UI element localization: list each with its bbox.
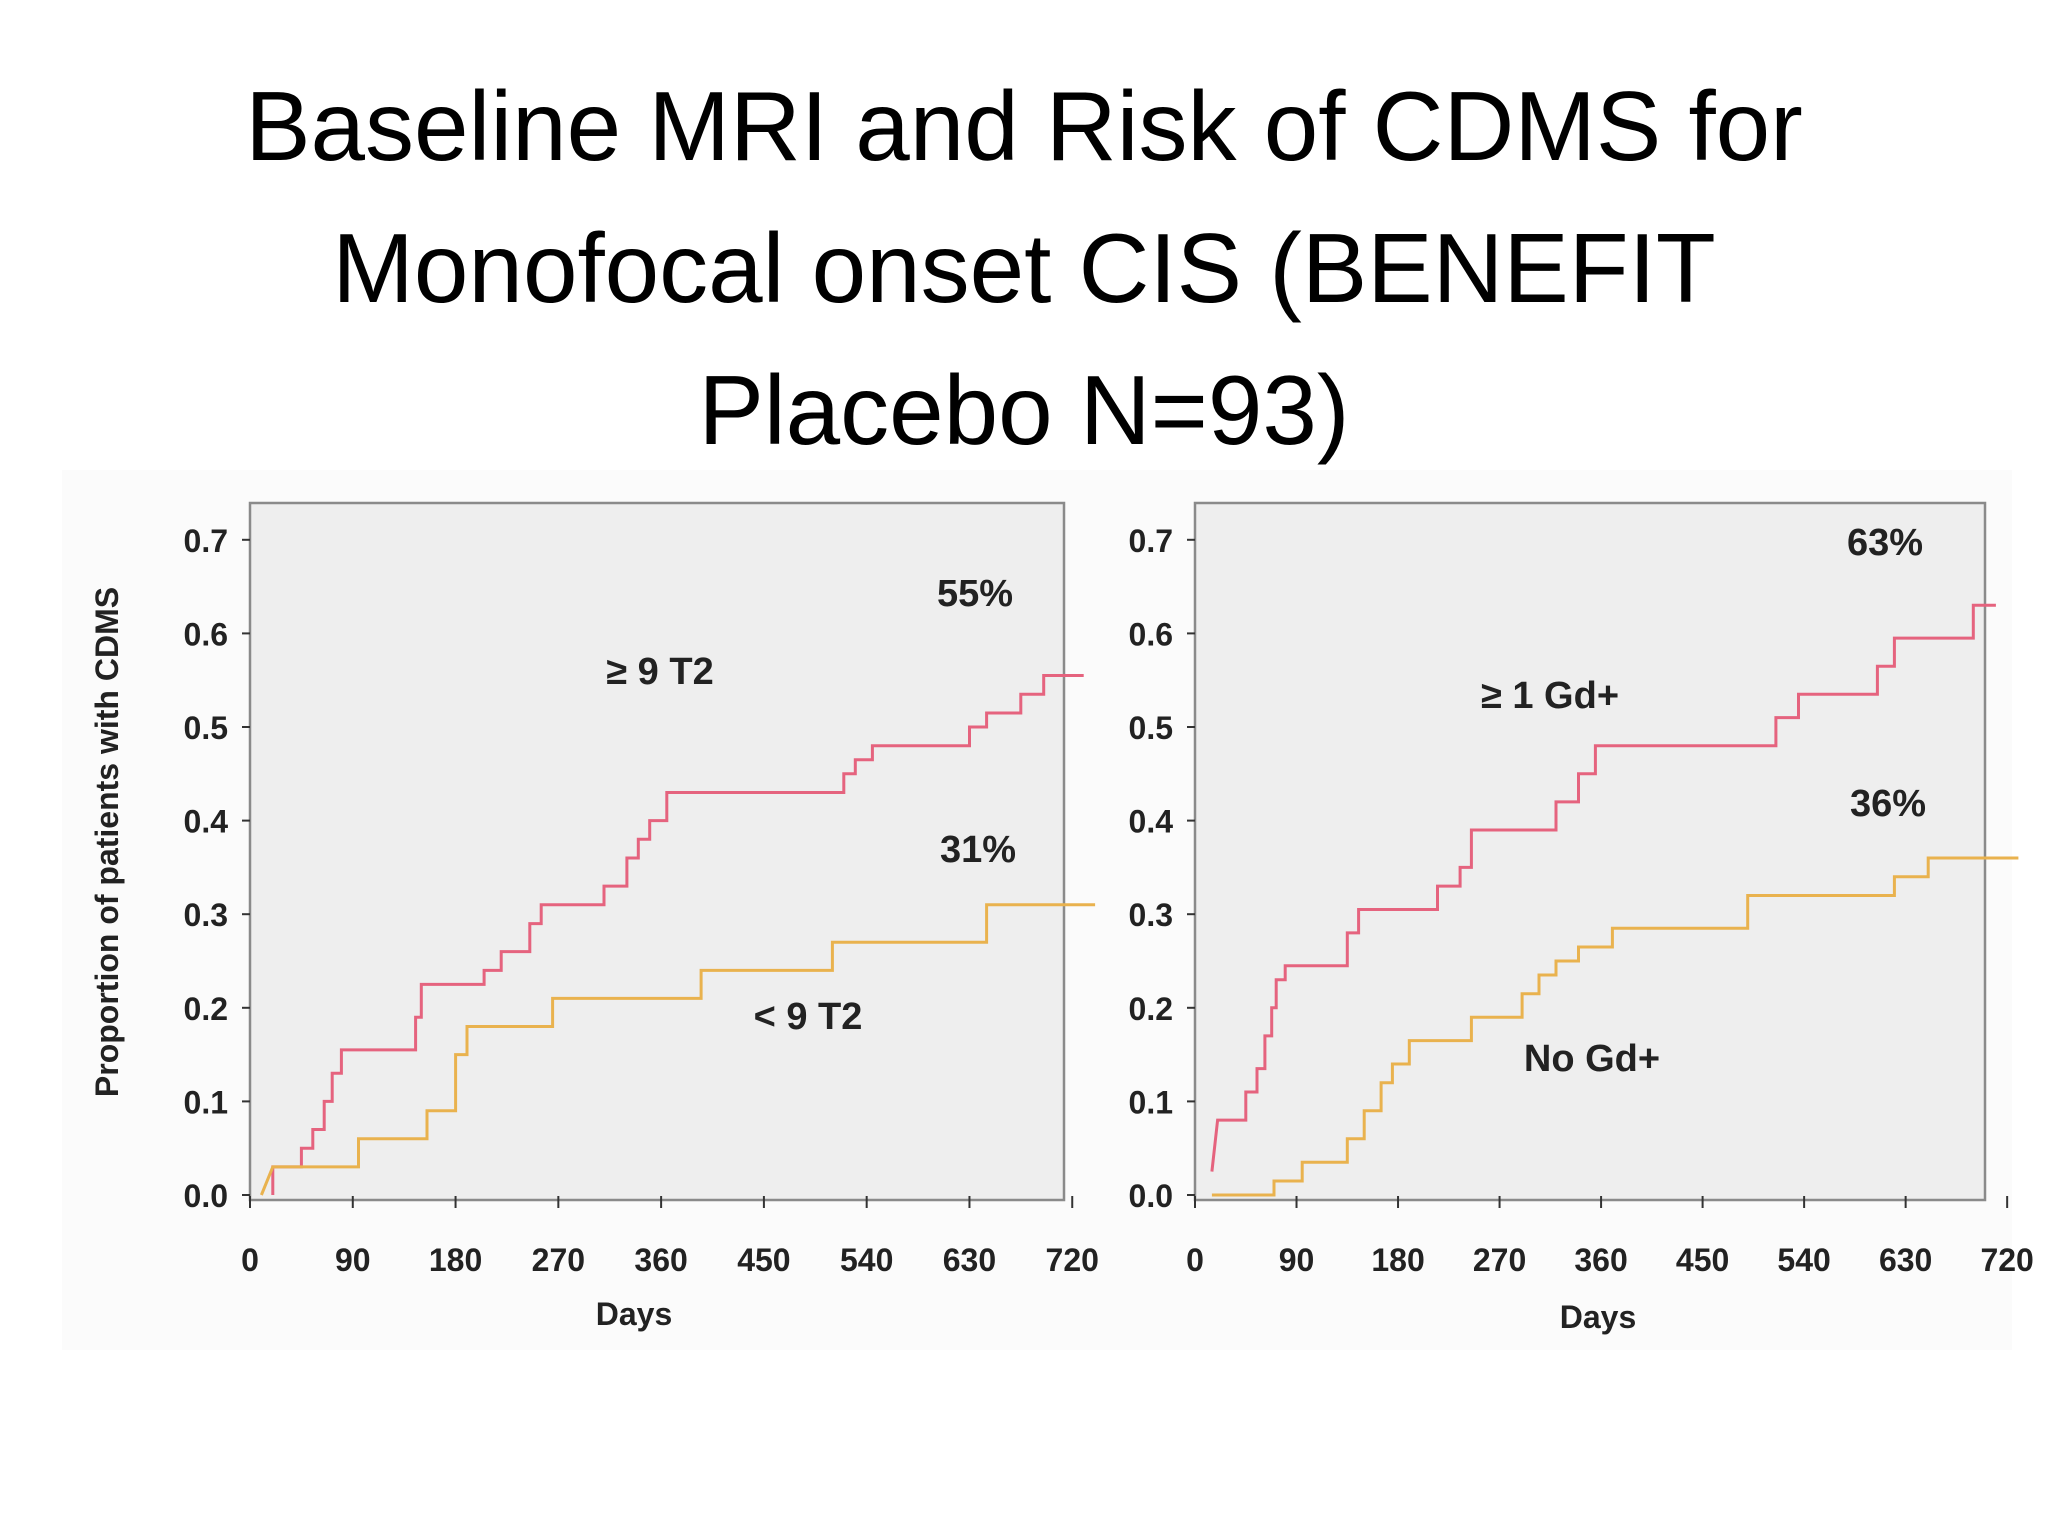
y-tick-label: 0.0: [1129, 1178, 1173, 1214]
series-end-label: 55%: [937, 573, 1013, 615]
y-axis-label: Proportion of patients with CDMS: [89, 587, 125, 1097]
x-tick-label: 180: [1371, 1242, 1424, 1278]
x-tick-label: 630: [1879, 1242, 1932, 1278]
x-tick-label: 90: [1279, 1242, 1315, 1278]
y-tick-label: 0.1: [1129, 1084, 1173, 1120]
x-tick-label: 720: [1980, 1242, 2033, 1278]
x-tick-label: 90: [335, 1242, 371, 1278]
x-tick-label: 270: [1473, 1242, 1526, 1278]
y-tick-label: 0.2: [184, 991, 228, 1027]
y-tick-label: 0.6: [184, 616, 228, 652]
series-label: ≥ 1 Gd+: [1481, 675, 1619, 717]
series-line-1: [271, 674, 1084, 1195]
x-tick-label: 0: [241, 1242, 259, 1278]
y-tick-label: 0.3: [184, 897, 228, 933]
y-tick-label: 0.1: [184, 1084, 228, 1120]
y-tick-label: 0.2: [1129, 991, 1173, 1027]
y-tick-label: 0.3: [1129, 897, 1173, 933]
x-axis-label: Days: [1560, 1299, 1637, 1335]
chart-panel-2: 0.0 0.1 0.2 0.3 0.4 0.5 0.6 0.7 0 90 180 270 360 450 5…: [1129, 501, 2034, 1335]
series-line-2: [260, 903, 1096, 1196]
x-tick-label: 720: [1046, 1242, 1099, 1278]
series-end-label: 63%: [1847, 522, 1923, 564]
series-end-label: 31%: [940, 829, 1016, 871]
plot-area: [1193, 501, 1987, 1202]
x-tick-label: 180: [429, 1242, 482, 1278]
x-tick-label: 0: [1186, 1242, 1204, 1278]
x-tick-label: 360: [1574, 1242, 1627, 1278]
title-line-1: Baseline MRI and Risk of CDMS for: [245, 71, 1803, 181]
x-tick-label: 540: [840, 1242, 893, 1278]
series-line-1: [1210, 603, 1996, 1172]
plot-area: [248, 501, 1066, 1202]
series-label: No Gd+: [1524, 1038, 1660, 1080]
x-tick-label: 630: [943, 1242, 996, 1278]
x-tick-label: 540: [1777, 1242, 1830, 1278]
series-label: ≥ 9 T2: [606, 651, 713, 693]
y-tick-label: 0.7: [1129, 523, 1173, 559]
title-line-3: Placebo N=93): [698, 355, 1350, 465]
y-tick-label: 0.6: [1129, 616, 1173, 652]
y-tick-label: 0.4: [1129, 804, 1174, 840]
x-tick-label: 360: [634, 1242, 687, 1278]
slide-title: Baseline MRI and Risk of CDMS for Monofo…: [0, 55, 2048, 481]
y-tick-label: 0.5: [1129, 710, 1173, 746]
x-tick-label: 450: [737, 1242, 790, 1278]
series-end-label: 36%: [1850, 783, 1926, 825]
series-label: < 9 T2: [754, 996, 863, 1038]
title-line-2: Monofocal onset CIS (BENEFIT: [332, 213, 1716, 323]
x-tick-label: 450: [1676, 1242, 1729, 1278]
y-tick-label: 0.0: [184, 1178, 228, 1214]
y-tick-label: 0.4: [184, 804, 229, 840]
series-line-2: [1211, 856, 2019, 1197]
x-axis-label: Days: [596, 1296, 673, 1332]
y-tick-label: 0.7: [184, 523, 228, 559]
x-tick-label: 270: [532, 1242, 585, 1278]
chart-panel-1: 0.0 0.1 0.2 0.3 0.4 0.5 0.6 0.7 0 90 180 270 360 450 5…: [89, 501, 1099, 1332]
y-tick-label: 0.5: [184, 710, 228, 746]
